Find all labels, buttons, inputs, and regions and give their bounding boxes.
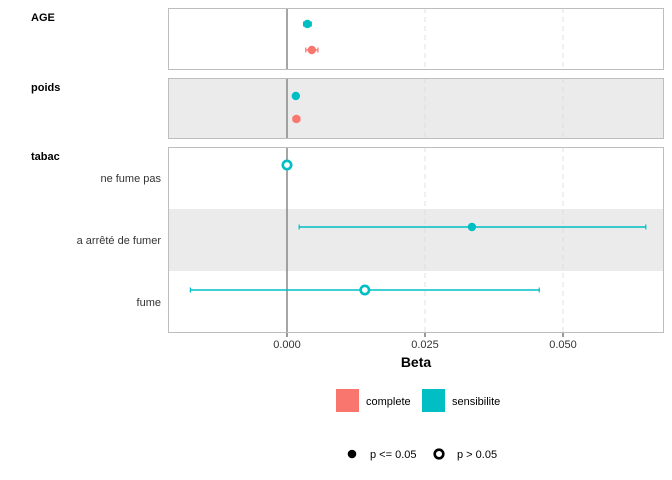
estimate-point	[467, 222, 477, 232]
estimate-point	[359, 284, 371, 296]
x-tick-label: 0.050	[549, 339, 577, 351]
panel-label: poids	[31, 82, 60, 94]
row-shading	[168, 78, 664, 139]
legend-shape-hollow	[433, 448, 445, 460]
panel-label: tabac	[31, 151, 60, 163]
row-label: fume	[137, 297, 161, 309]
x-tick-label: 0.025	[411, 339, 439, 351]
estimate-point	[292, 114, 301, 124]
estimate-point	[303, 19, 312, 29]
estimate-point	[281, 159, 293, 171]
legend-label: p > 0.05	[457, 449, 497, 461]
x-axis-title: Beta	[401, 354, 432, 370]
x-tick-label: 0.000	[273, 339, 301, 351]
legend-key-complete	[336, 389, 359, 412]
row-label: ne fume pas	[100, 173, 161, 185]
legend-label: sensibilite	[452, 396, 500, 408]
legend-key-sensibilite	[422, 389, 445, 412]
panel-border	[168, 78, 664, 139]
panel-background	[168, 8, 664, 70]
estimate-point	[307, 45, 317, 55]
panel-label: AGE	[31, 12, 55, 24]
legend-label: p <= 0.05	[370, 449, 417, 461]
panel-border	[168, 147, 664, 333]
legend-shape-filled	[347, 449, 357, 459]
row-shading	[168, 209, 664, 271]
row-label: a arrêté de fumer	[77, 235, 162, 247]
legend-label: complete	[366, 396, 411, 408]
estimate-point	[291, 91, 301, 101]
panel-border	[168, 8, 664, 70]
